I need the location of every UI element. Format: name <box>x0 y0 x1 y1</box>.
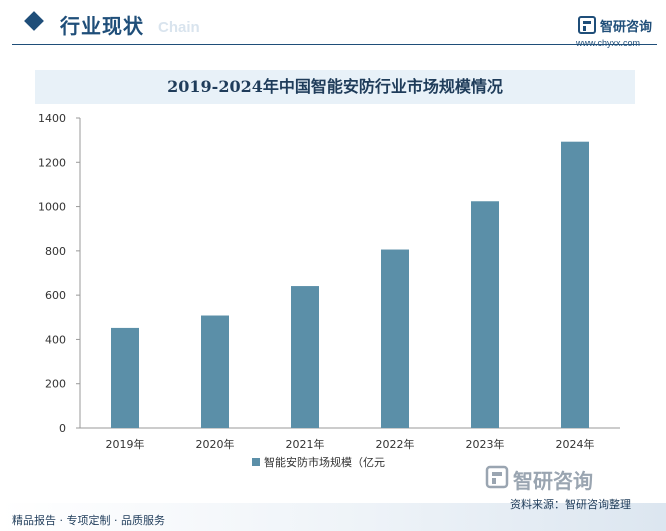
bar <box>291 286 319 428</box>
y-tick-label: 600 <box>45 289 66 302</box>
y-tick-label: 800 <box>45 245 66 258</box>
chart-title-band: 2019-2024年中国智能安防行业市场规模情况 <box>35 70 635 104</box>
bar <box>561 141 589 428</box>
header-divider <box>12 44 657 45</box>
x-tick-label: 2023年 <box>466 437 505 451</box>
x-tick-label: 2019年 <box>106 437 145 451</box>
source-note: 资料来源：智研咨询整理 <box>510 498 631 511</box>
footer-slogan: 精品报告 · 专项定制 · 品质服务 <box>12 514 165 527</box>
y-tick-label: 1400 <box>38 112 66 125</box>
x-tick-label: 2024年 <box>556 437 595 451</box>
bar <box>381 249 409 428</box>
brand-name: 智研咨询 <box>600 20 653 35</box>
brand-logo-icon <box>578 16 596 34</box>
y-tick-label: 0 <box>59 422 66 435</box>
legend-swatch <box>252 458 260 466</box>
brand-url: www.chyxx.com <box>576 38 641 48</box>
section-title: 行业现状 <box>60 14 144 38</box>
bar <box>201 315 229 428</box>
y-tick-label: 1000 <box>38 201 66 214</box>
page-footer: 精品报告 · 专项定制 · 品质服务 <box>0 503 666 531</box>
y-tick-label: 1200 <box>38 156 66 169</box>
watermark-brand-name: 智研咨询 <box>513 469 593 493</box>
section-watermark-text: Chain <box>158 19 200 36</box>
x-tick-label: 2020年 <box>196 437 235 451</box>
page-header: 行业现状 Chain 智研咨询 www.chyxx.com <box>0 0 666 50</box>
watermark-logo-icon <box>485 465 509 489</box>
x-tick-label: 2021年 <box>286 437 325 451</box>
y-tick-label: 400 <box>45 333 66 346</box>
chart-title: 2019-2024年中国智能安防行业市场规模情况 <box>167 77 503 96</box>
bar <box>471 201 499 428</box>
x-tick-label: 2022年 <box>376 437 415 451</box>
legend-label: 智能安防市场规模（亿元 <box>264 455 385 469</box>
y-tick-label: 200 <box>45 378 66 391</box>
bar <box>111 327 139 428</box>
